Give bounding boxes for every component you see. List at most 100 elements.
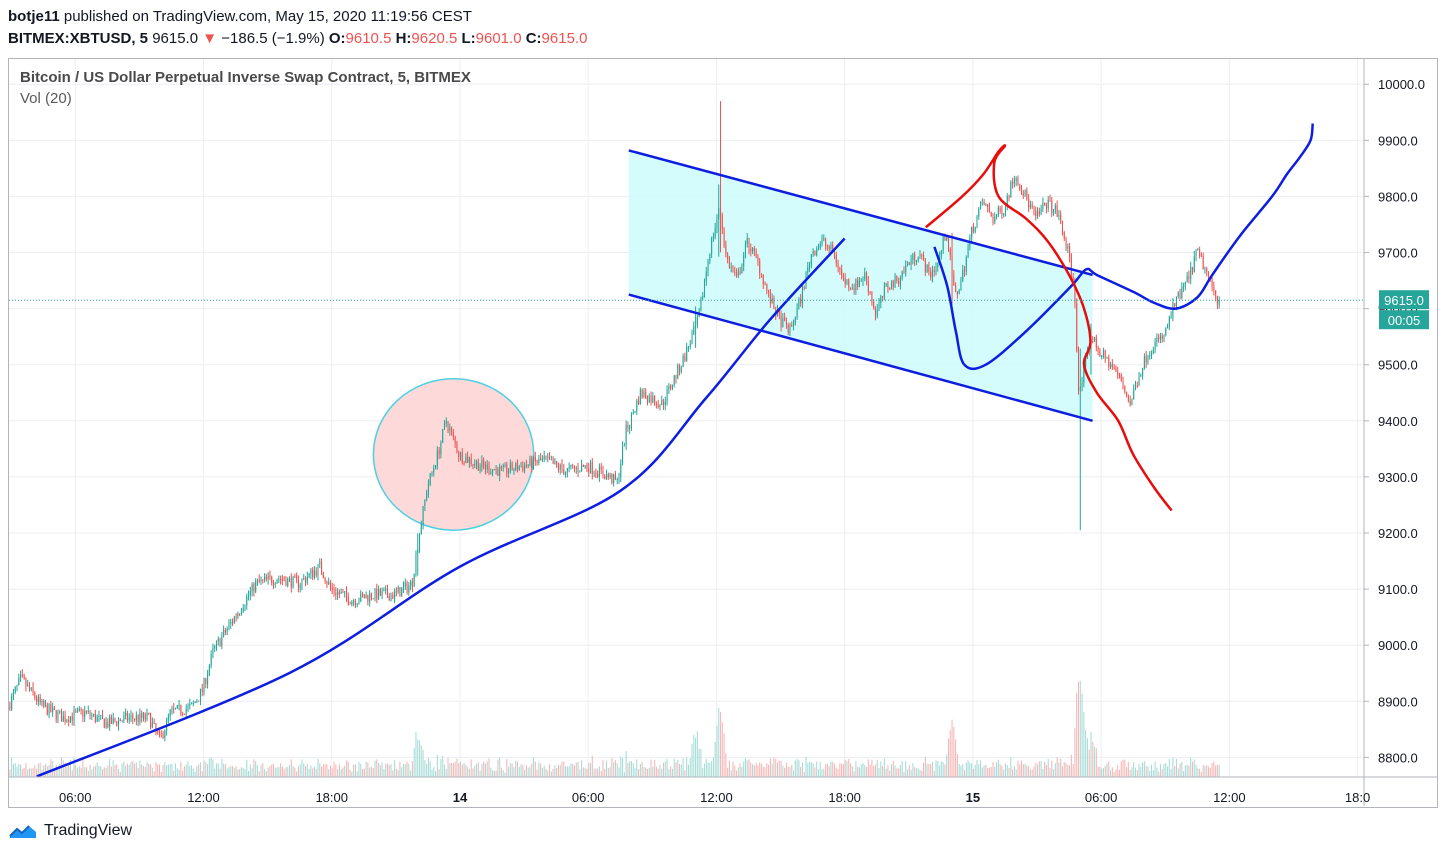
volume-bar bbox=[616, 763, 618, 777]
candle-body bbox=[1095, 336, 1097, 348]
volume-bar bbox=[1118, 769, 1121, 777]
candle-body bbox=[1184, 281, 1186, 286]
candle-body bbox=[1118, 374, 1121, 376]
volume-bar bbox=[1199, 768, 1201, 777]
drawings-back[interactable] bbox=[372, 150, 1093, 531]
volume-bar bbox=[755, 762, 757, 777]
close-value: 9615.0 bbox=[541, 30, 588, 47]
volume-bar bbox=[1218, 764, 1220, 777]
candle-body bbox=[344, 591, 346, 593]
candle-body bbox=[150, 713, 152, 728]
volume-bar bbox=[531, 763, 533, 777]
volume-bar bbox=[37, 763, 39, 777]
candle-body bbox=[588, 468, 590, 473]
volume-bar bbox=[807, 762, 809, 777]
candle-body bbox=[602, 469, 604, 476]
candle-body bbox=[874, 307, 877, 316]
candle-body bbox=[1191, 267, 1194, 273]
candle-body bbox=[561, 464, 563, 470]
candle-body bbox=[997, 207, 999, 216]
candle-body bbox=[228, 623, 230, 629]
candle-body bbox=[297, 578, 299, 589]
volume-bar bbox=[1152, 770, 1154, 777]
candle-body bbox=[549, 456, 551, 460]
candle-body bbox=[787, 325, 789, 333]
volume-bar bbox=[915, 768, 917, 777]
volume-bar bbox=[135, 762, 137, 777]
volume-bar bbox=[930, 764, 932, 777]
candle-body bbox=[659, 404, 661, 408]
volume-bar bbox=[999, 764, 1001, 777]
candle-body bbox=[887, 283, 889, 289]
volume-bar bbox=[429, 760, 431, 777]
candles[interactable] bbox=[9, 101, 1220, 742]
candle-body bbox=[1101, 355, 1103, 357]
chart-frame[interactable] bbox=[8, 58, 1438, 808]
volume-bar bbox=[803, 772, 805, 777]
candle-body bbox=[1195, 249, 1197, 257]
volume-bar bbox=[912, 763, 914, 777]
volume-bar bbox=[210, 757, 212, 777]
volume-bar bbox=[509, 763, 511, 777]
volume-bar bbox=[1122, 759, 1124, 777]
channel-fill bbox=[628, 150, 1093, 421]
volume-bar bbox=[1070, 754, 1072, 777]
volume-bar bbox=[365, 761, 367, 777]
tradingview-logo-icon[interactable] bbox=[8, 822, 38, 840]
candle-body bbox=[272, 583, 275, 585]
symbol-name[interactable]: BITMEX:XBTUSD, 5 bbox=[8, 30, 149, 47]
candle-body bbox=[830, 244, 832, 249]
volume-bar bbox=[1143, 761, 1145, 777]
candle-body bbox=[695, 324, 697, 327]
candle-body bbox=[980, 202, 982, 209]
candle-body bbox=[488, 464, 490, 473]
volume-bar bbox=[919, 769, 921, 777]
candle-body bbox=[244, 605, 246, 609]
author-name[interactable]: botje11 bbox=[8, 8, 60, 25]
drawings-front[interactable] bbox=[9, 123, 1364, 778]
candle-body bbox=[337, 591, 339, 595]
candle-body bbox=[1020, 189, 1023, 194]
volume-bar bbox=[559, 765, 561, 777]
volume-bar bbox=[645, 767, 647, 777]
candle-body bbox=[50, 704, 52, 712]
candle-body bbox=[57, 712, 59, 720]
volume-bar bbox=[983, 765, 985, 777]
volume-bar bbox=[739, 763, 741, 777]
volume-bar bbox=[221, 758, 223, 777]
candle-body bbox=[1218, 300, 1220, 305]
candle-body bbox=[508, 471, 510, 474]
volume-bar bbox=[294, 767, 296, 777]
candle-body bbox=[132, 715, 134, 719]
candle-body bbox=[358, 601, 360, 604]
volume-bar bbox=[885, 768, 887, 777]
volume-bar bbox=[194, 771, 196, 777]
volume-bar bbox=[1179, 763, 1181, 777]
candle-body bbox=[958, 289, 960, 295]
volume-bar bbox=[504, 772, 506, 777]
volume-bar bbox=[139, 760, 141, 777]
candle-body bbox=[415, 553, 417, 575]
candle-body bbox=[493, 469, 495, 471]
volume-bar bbox=[1003, 769, 1005, 777]
candle-body bbox=[413, 574, 415, 587]
candle-body bbox=[1133, 389, 1135, 400]
candle-body bbox=[338, 591, 340, 594]
volume-bar bbox=[997, 759, 999, 777]
candle-body bbox=[433, 468, 435, 472]
candle-body bbox=[1126, 391, 1128, 397]
time-tick-label: 06:00 bbox=[59, 790, 92, 805]
candle-body bbox=[331, 587, 333, 590]
candle-body bbox=[981, 201, 983, 203]
volume-bar bbox=[12, 764, 14, 777]
tradingview-brand[interactable]: TradingView bbox=[44, 822, 133, 839]
candle-body bbox=[78, 709, 80, 711]
candle-body bbox=[809, 264, 811, 268]
volume-bar bbox=[77, 767, 79, 777]
candle-body bbox=[71, 716, 73, 721]
candle-body bbox=[474, 464, 476, 466]
candle-body bbox=[750, 248, 752, 252]
volume-indicator-label[interactable]: Vol (20) bbox=[20, 90, 72, 107]
candle-body bbox=[146, 713, 148, 720]
